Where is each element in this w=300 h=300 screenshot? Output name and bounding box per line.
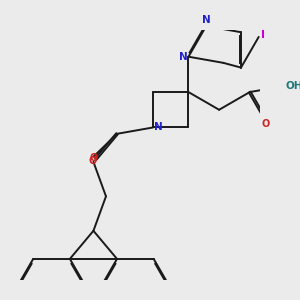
Text: O: O [88, 156, 97, 166]
Text: O: O [89, 154, 98, 164]
Text: N: N [202, 16, 211, 26]
Text: N: N [179, 52, 188, 62]
Text: N: N [154, 122, 163, 132]
Text: I: I [261, 30, 265, 40]
Text: OH: OH [285, 81, 300, 91]
Text: O: O [262, 119, 270, 129]
